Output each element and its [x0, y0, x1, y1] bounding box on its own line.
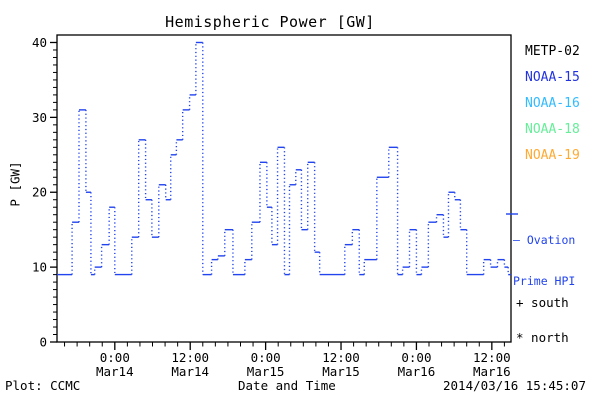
legend-item-noaa-16: NOAA-16 — [525, 96, 580, 111]
x-axis-title: Date and Time — [238, 378, 336, 393]
y-axis-title: P [GW] — [7, 161, 23, 207]
legend-marker-south: + south — [516, 295, 569, 310]
x-tick-label-time: 12:00 — [473, 350, 511, 365]
y-tick-label: 20 — [32, 185, 47, 200]
legend-item-noaa-18: NOAA-18 — [525, 122, 580, 137]
legend-satellites: METP-02 NOAA-15 NOAA-16 NOAA-18 NOAA-19 — [525, 45, 580, 175]
legend-ovation-line2: Prime HPI — [513, 273, 576, 288]
legend-item-metp-02: METP-02 — [525, 44, 580, 59]
y-tick-label: 40 — [32, 35, 47, 50]
x-tick-label-date: Mar14 — [96, 364, 134, 379]
legend-marker-north: * north — [516, 330, 569, 345]
x-tick-label-date: Mar16 — [473, 364, 511, 379]
plot-credit: Plot: CCMC — [5, 378, 81, 393]
x-tick-label-date: Mar15 — [247, 364, 285, 379]
legend-ovation: — Ovation Prime HPI — [513, 207, 575, 315]
chart-title: Hemispheric Power [GW] — [165, 13, 375, 31]
y-tick-label: 30 — [32, 110, 47, 125]
ovation-hpi-series — [57, 41, 511, 276]
plot-frame — [56, 34, 512, 343]
legend-item-noaa-15: NOAA-15 — [525, 70, 580, 85]
y-tick-label: 10 — [32, 260, 47, 275]
legend-ovation-line1: — Ovation — [513, 233, 576, 247]
axes — [50, 34, 512, 350]
x-tick-label-time: 12:00 — [322, 350, 360, 365]
plot-timestamp: 2014/03/16 15:45:07 — [443, 378, 586, 393]
x-tick-label-date: Mar15 — [322, 364, 360, 379]
x-tick-label-time: 0:00 — [251, 350, 281, 365]
x-tick-label-time: 12:00 — [171, 350, 209, 365]
legend-item-noaa-19: NOAA-19 — [525, 148, 580, 163]
x-tick-label-date: Mar16 — [398, 364, 436, 379]
x-tick-label-time: 0:00 — [401, 350, 431, 365]
x-tick-label-date: Mar14 — [171, 364, 209, 379]
x-tick-label-time: 0:00 — [100, 350, 130, 365]
y-tick-label: 0 — [39, 335, 47, 350]
